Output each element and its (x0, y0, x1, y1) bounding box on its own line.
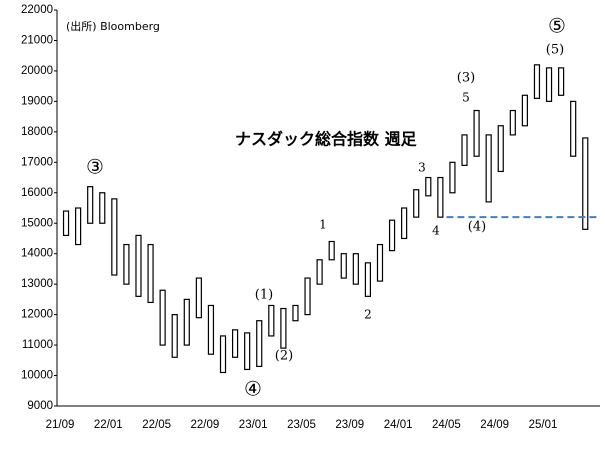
y-tick-label: 11000 (22, 339, 53, 351)
y-tick-label: 21000 (21, 34, 53, 46)
range-bar (364, 262, 372, 297)
y-tick-label: 12000 (21, 309, 53, 321)
range-bar (582, 137, 589, 230)
source: (出所) Bloomberg (66, 19, 160, 33)
wave-label: (5) (546, 43, 564, 58)
range-bar (388, 219, 396, 252)
range-bar (376, 243, 384, 282)
range-bar (195, 277, 202, 319)
range-bar (292, 304, 299, 322)
range-bar (268, 304, 275, 337)
range-bar (219, 335, 227, 374)
wave-label: ③ (86, 155, 104, 179)
range-bar (449, 161, 456, 194)
range-bar (135, 234, 142, 297)
wave-label: 1 (319, 218, 327, 232)
x-tick-label: 22/05 (142, 419, 171, 431)
wave-label: (4) (468, 220, 486, 235)
range-bar (328, 240, 335, 261)
x-tick-label: 22/09 (191, 419, 220, 431)
range-bar (570, 100, 577, 157)
wave-label: 3 (418, 161, 426, 175)
range-bar (558, 67, 565, 96)
range-bar (256, 320, 263, 368)
x-tick-label: 24/05 (432, 419, 461, 431)
y-tick-label: 13000 (21, 278, 53, 290)
x-tick-label: 23/01 (239, 419, 268, 431)
x-tick-label: 25/01 (529, 419, 558, 431)
wave-label: (3) (457, 71, 475, 86)
range-bar (316, 259, 323, 285)
x-tick-label: 23/05 (287, 419, 316, 431)
range-bar (62, 210, 70, 237)
wave-label: (2) (275, 349, 293, 364)
chart-title: ナスダック総合指数 週足 (235, 130, 418, 149)
range-bar (401, 207, 408, 240)
range-bar (509, 109, 516, 136)
range-bar (99, 192, 106, 224)
wave-label: 5 (462, 91, 470, 105)
y-tick-label: 20000 (21, 65, 53, 77)
range-bar (111, 198, 118, 276)
range-bar (437, 176, 444, 218)
x-tick-label: 24/09 (480, 419, 509, 431)
y-tick-label: 10000 (21, 370, 53, 382)
range-bar (413, 189, 420, 218)
x-tick-label: 21/09 (46, 419, 75, 431)
y-tick-label: 18000 (21, 126, 53, 138)
range-bar (545, 67, 553, 102)
x-tick-label: 23/09 (335, 419, 364, 431)
wave-label: 4 (432, 224, 440, 238)
range-bar (352, 253, 359, 285)
range-bar (123, 243, 130, 285)
range-bar (280, 307, 287, 349)
range-bar (340, 253, 347, 279)
range-bar (207, 304, 215, 355)
range-bar (147, 243, 154, 304)
y-tick-label: 15000 (21, 217, 53, 229)
range-bar (473, 109, 480, 157)
wave-label: 2 (364, 308, 372, 322)
x-tick-label: 22/01 (94, 419, 123, 431)
range-bar (521, 94, 528, 127)
range-bar (425, 176, 432, 197)
range-bar (231, 329, 239, 358)
range-bar (159, 289, 166, 346)
range-bar (183, 298, 190, 346)
wave-label: ④ (244, 377, 262, 401)
range-bar (461, 134, 468, 166)
y-tick-label: 17000 (21, 156, 53, 168)
x-tick-label: 24/01 (384, 419, 413, 431)
y-tick-label: 19000 (21, 95, 53, 107)
range-bar (533, 64, 541, 99)
y-tick-label: 16000 (21, 187, 53, 199)
range-bar (304, 277, 311, 316)
y-tick-label: 22000 (21, 4, 53, 16)
y-tick-label: 14000 (21, 248, 53, 260)
wave-label: (1) (255, 288, 273, 303)
y-tick-label: 9000 (27, 400, 53, 412)
range-bar (75, 207, 82, 246)
range-bar (87, 186, 94, 224)
range-bar (171, 314, 178, 358)
range-bar (497, 125, 504, 173)
range-bar (244, 332, 251, 371)
wave-label: ⑤ (548, 14, 566, 38)
range-bar (485, 134, 492, 203)
